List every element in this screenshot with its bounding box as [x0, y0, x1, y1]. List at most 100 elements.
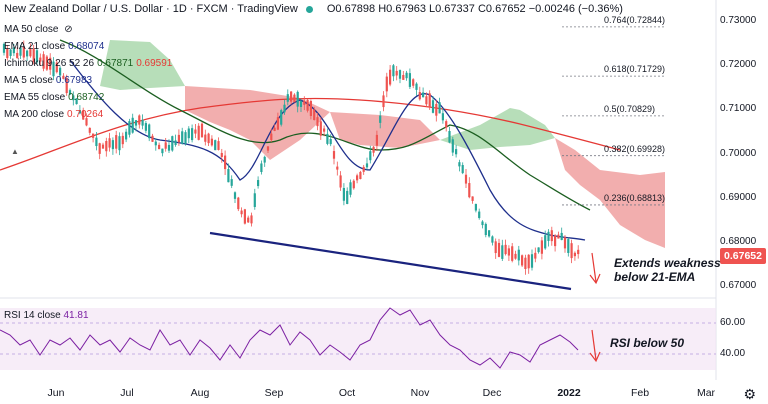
kumo-green-1 — [100, 40, 185, 90]
candle-body — [356, 175, 359, 181]
candle-body — [187, 128, 190, 139]
candle-body — [128, 121, 131, 135]
price-tick: 0.67000 — [720, 280, 757, 291]
candle-body — [372, 146, 375, 153]
candle-body — [286, 94, 289, 102]
candle-body — [273, 127, 276, 131]
candle-body — [52, 61, 55, 77]
fib-level-label: 0.618(0.71729) — [604, 64, 666, 75]
candle-body — [92, 133, 95, 138]
candle-body — [16, 52, 19, 59]
legend-ma50[interactable]: MA 50 close ⊘ — [4, 24, 73, 35]
candle-body — [471, 196, 474, 201]
kumo-red-2 — [330, 112, 440, 148]
candle-body — [115, 135, 118, 149]
open-value: O0.67898 — [326, 3, 376, 15]
candle-body — [227, 169, 230, 183]
candle-body — [441, 113, 444, 121]
candle-body — [455, 149, 458, 155]
candle-body — [342, 187, 345, 201]
candle-body — [425, 96, 428, 105]
candle-body — [379, 115, 382, 123]
candle-body — [352, 180, 355, 189]
candle-body — [402, 74, 405, 80]
candle-body — [323, 128, 326, 132]
candle-body — [108, 138, 111, 148]
candle-body — [412, 79, 415, 86]
candle-body — [141, 119, 144, 126]
candle-body — [62, 75, 65, 79]
candle-body — [530, 254, 534, 268]
legend-ichimoku[interactable]: Ichimoku 9 26 52 26 0.67871 0.69591 — [4, 58, 173, 69]
candle-body — [144, 123, 147, 131]
candle-body — [207, 133, 210, 144]
candle-body — [29, 49, 32, 57]
price-tick: 0.71000 — [720, 103, 757, 114]
candle-body — [283, 104, 286, 113]
candle-body — [250, 215, 253, 224]
kumo-red-1 — [185, 86, 330, 160]
candle-body — [563, 237, 567, 249]
legend-ema55[interactable]: EMA 55 close 0.68742 — [4, 92, 105, 103]
fib-retracement[interactable] — [562, 26, 665, 206]
market-status-icon — [305, 5, 313, 13]
candle-body — [49, 57, 52, 70]
support-trendline[interactable] — [209, 231, 572, 291]
symbol-title[interactable]: New Zealand Dollar / U.S. Dollar · 1D · … — [4, 3, 298, 15]
candle-body — [118, 136, 121, 151]
change-value: −0.00246 (−0.36%) — [528, 3, 623, 15]
legend-ema21[interactable]: EMA 21 close 0.68074 — [4, 41, 105, 52]
time-tick: Oct — [338, 387, 356, 399]
collapse-legend-icon[interactable]: ▲ — [11, 147, 19, 156]
rsi-legend[interactable]: RSI 14 close 41.81 — [4, 310, 89, 321]
legend-ma5[interactable]: MA 5 close 0.67983 — [4, 75, 93, 86]
candle-body — [45, 56, 48, 70]
candle-body — [491, 236, 494, 243]
candle-body — [540, 240, 543, 254]
candle-body — [39, 57, 42, 62]
candle-body — [339, 175, 342, 188]
candle-body — [319, 121, 322, 136]
candle-body — [349, 182, 352, 195]
candle-body — [395, 70, 398, 76]
gear-icon[interactable]: ⚙ — [743, 386, 756, 402]
legend-ma200[interactable]: MA 200 close 0.70264 — [4, 109, 104, 120]
candle-body — [233, 192, 237, 199]
candle-body — [296, 91, 299, 107]
candle-body — [573, 252, 576, 257]
time-tick: Jun — [47, 387, 65, 399]
price-tick: 0.73000 — [720, 15, 757, 26]
hidden-eye-icon[interactable]: ⊘ — [64, 24, 73, 35]
annotation-rsi-below-50[interactable]: RSI below 50 — [610, 336, 685, 350]
candle-body — [280, 110, 283, 125]
time-tick: 2022 — [557, 387, 581, 399]
candle-body — [567, 239, 570, 253]
candle-body — [507, 248, 510, 256]
candle-body — [247, 217, 250, 223]
candle-body — [534, 252, 537, 259]
candle-body — [527, 254, 530, 269]
candle-body — [177, 134, 180, 143]
candle-body — [293, 94, 296, 103]
candle-body — [9, 49, 12, 56]
price-tick: 0.72000 — [720, 59, 757, 70]
time-tick: Jul — [120, 387, 134, 399]
candle-body — [501, 245, 504, 259]
candle-body — [240, 210, 243, 215]
candle-body — [210, 138, 213, 146]
candle-body — [6, 48, 9, 59]
candle-body — [299, 101, 303, 107]
candle-body — [35, 50, 39, 63]
candle-body — [448, 131, 451, 143]
annotation-extends-weakness[interactable]: Extends weakness below 21-EMA — [614, 256, 721, 284]
candle-body — [375, 134, 378, 146]
candle-body — [428, 93, 431, 108]
candle-body — [85, 118, 88, 126]
ema55-line — [59, 39, 591, 211]
current-price-label: 0.67652 — [720, 248, 766, 264]
time-tick: Nov — [410, 387, 430, 399]
candle-body — [174, 140, 177, 146]
candle-body — [484, 223, 487, 236]
ichimoku-cloud — [100, 40, 665, 248]
